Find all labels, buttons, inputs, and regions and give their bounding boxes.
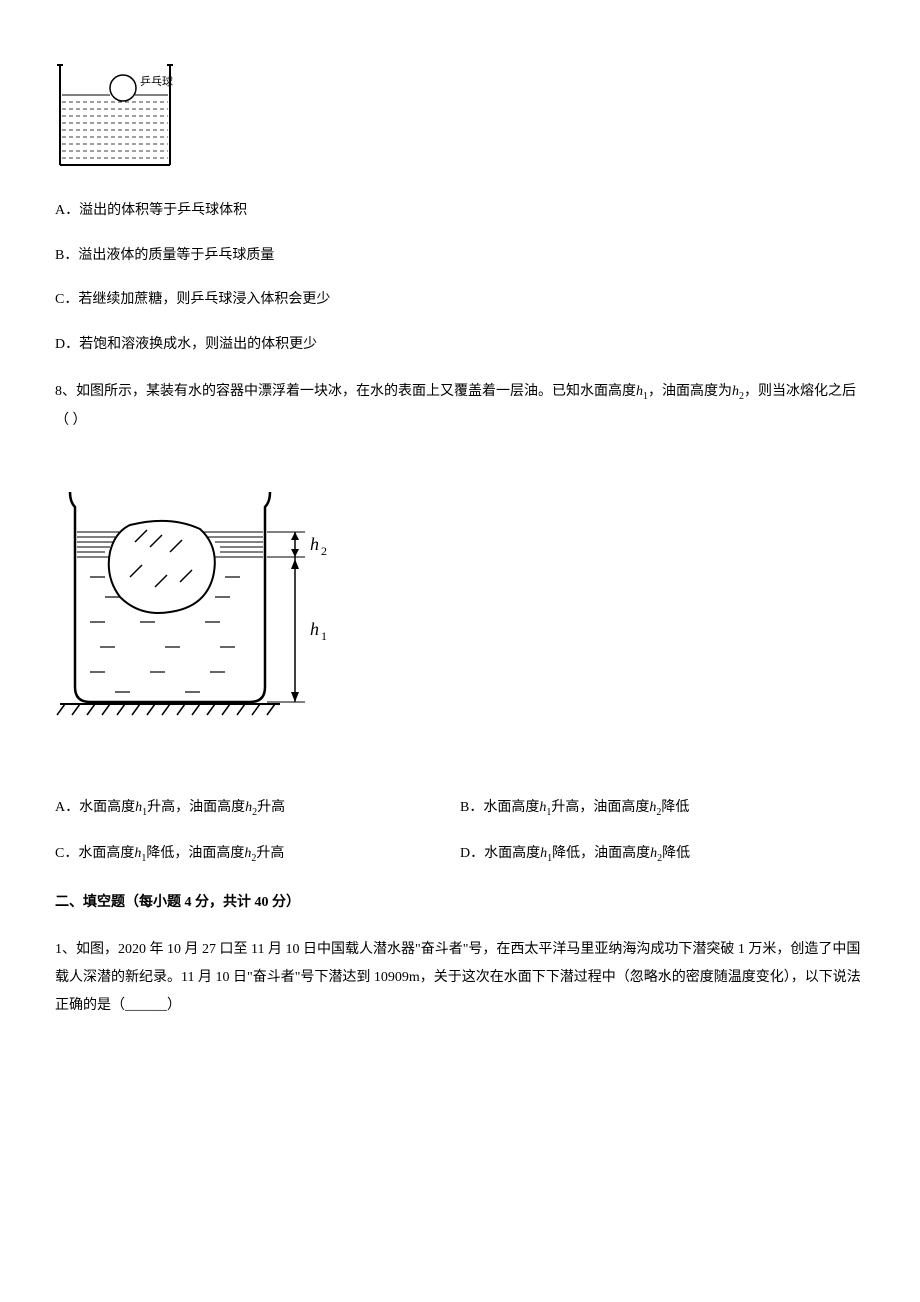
q8c-prefix: C．水面高度 <box>55 846 134 861</box>
s2-q1-text: 1、如图，2020 年 10 月 27 口至 11 月 10 日中国载人潜水器"… <box>55 936 865 1020</box>
pingpong-label: 乒乓球 <box>140 74 173 88</box>
figure-pingpong-container: 乒乓球 <box>55 60 865 178</box>
h1-label: h <box>310 619 319 639</box>
q8d-suffix: 降低 <box>662 846 690 861</box>
h2-label: h <box>310 534 319 554</box>
q8c-mid: 降低，油面高度 <box>146 846 244 861</box>
q8b-prefix: B．水面高度 <box>460 800 539 815</box>
q8a-prefix: A．水面高度 <box>55 800 135 815</box>
q7-option-a: A．溢出的体积等于乒乓球体积 <box>55 200 865 222</box>
q8-option-a: A．水面高度h1升高，油面高度h2升高 <box>55 797 460 821</box>
q8-h2-var: h <box>732 384 739 399</box>
q8b-suffix: 降低 <box>661 800 689 815</box>
h2-sub: 2 <box>321 544 327 558</box>
q8-stem-part2: ，油面高度为 <box>648 384 732 399</box>
q7-option-b: B．溢出液体的质量等于乒乓球质量 <box>55 245 865 267</box>
q7-option-d: D．若饱和溶液换成水，则溢出的体积更少 <box>55 334 865 356</box>
pingpong-diagram: 乒乓球 <box>55 60 175 170</box>
q8d-mid: 降低，油面高度 <box>552 846 650 861</box>
q7-option-c: C．若继续加蔗糖，则乒乓球浸入体积会更少 <box>55 289 865 311</box>
h1-sub: 1 <box>321 629 327 643</box>
q8a-mid: 升高，油面高度 <box>147 800 245 815</box>
q8c-suffix: 升高 <box>256 846 284 861</box>
q8-stem-part1: 8、如图所示，某装有水的容器中漂浮着一块冰，在水的表面上又覆盖着一层油。已知水面… <box>55 384 636 399</box>
ice-diagram: h 2 h 1 <box>55 477 345 727</box>
q8a-suffix: 升高 <box>257 800 285 815</box>
figure-ice-container: h 2 h 1 <box>55 457 865 775</box>
q8-h1-var: h <box>636 384 643 399</box>
q8-options-row1: A．水面高度h1升高，油面高度h2升高 B．水面高度h1升高，油面高度h2降低 <box>55 797 865 821</box>
q8-option-b: B．水面高度h1升高，油面高度h2降低 <box>460 797 865 821</box>
q8-options-row2: C．水面高度h1降低，油面高度h2升高 D．水面高度h1降低，油面高度h2降低 <box>55 843 865 867</box>
q8-option-d: D．水面高度h1降低，油面高度h2降低 <box>460 843 865 867</box>
section2-header: 二、填空题（每小题 4 分，共计 40 分） <box>55 892 865 914</box>
q8-stem: 8、如图所示，某装有水的容器中漂浮着一块冰，在水的表面上又覆盖着一层油。已知水面… <box>55 378 865 435</box>
q8-option-c: C．水面高度h1降低，油面高度h2升高 <box>55 843 460 867</box>
q8b-mid: 升高，油面高度 <box>551 800 649 815</box>
q8d-prefix: D．水面高度 <box>460 846 540 861</box>
